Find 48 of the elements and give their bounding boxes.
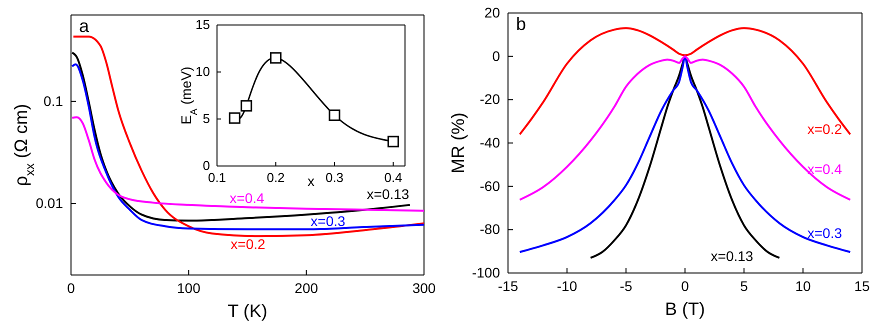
x-tick-label: 0.3 [325, 170, 344, 186]
x-tick-label: 300 [412, 280, 436, 296]
y-tick-label: 0.01 [36, 195, 64, 212]
chart-title: a [79, 16, 90, 36]
x-axis-title: x [308, 173, 314, 189]
x-tick-label: -10 [556, 278, 578, 294]
x-tick-label: 0 [67, 280, 76, 296]
x-tick-label: 10 [795, 278, 811, 294]
series-label: x=0.3 [807, 224, 842, 241]
series-label: x=0.13 [710, 248, 754, 264]
y-tick-label: 0 [492, 48, 500, 64]
point [240, 100, 252, 112]
y-tick-label: 0 [202, 158, 210, 174]
x-axis-title: T (K) [228, 301, 268, 321]
series-label: x=0.4 [230, 190, 265, 206]
x-tick-label: -5 [620, 278, 632, 294]
y-tick-label: -40 [480, 134, 500, 150]
y-tick-label: -60 [480, 178, 500, 194]
y-tick-label: -20 [480, 91, 500, 108]
series-label: x=0.4 [807, 160, 842, 177]
point [328, 109, 340, 121]
series-label: x=0.13 [366, 186, 410, 202]
y-axis-title: MR (%) [448, 112, 468, 174]
x-tick-label: 15 [854, 278, 870, 294]
x-tick-label: 5 [740, 278, 748, 294]
x-tick-label: 0 [681, 278, 690, 294]
y-tick-label: -100 [472, 264, 500, 280]
series-label: x=0.3 [310, 212, 346, 229]
line-series [72, 36, 424, 238]
x-tick-label: -15 [498, 278, 518, 294]
x-tick-label: 100 [176, 280, 201, 296]
x-tick-label: 0.2 [266, 170, 285, 186]
point [228, 112, 240, 124]
series-label: x=0.2 [807, 120, 842, 137]
y-tick-label: 5 [202, 111, 210, 126]
x-tick-label: 0.4 [384, 170, 402, 186]
x-tick-label: 200 [294, 280, 318, 296]
series-label: x=0.2 [230, 236, 266, 252]
point [388, 136, 399, 148]
chart-title: b [516, 14, 526, 34]
line-series [71, 116, 424, 212]
y-tick-label: 20 [484, 4, 500, 20]
x-axis-title: B (T) [665, 299, 705, 319]
line-series [518, 55, 852, 253]
y-tick-label: 15 [196, 17, 210, 32]
line-series [518, 55, 852, 201]
y-tick-label: -80 [480, 221, 500, 238]
point [270, 52, 282, 64]
